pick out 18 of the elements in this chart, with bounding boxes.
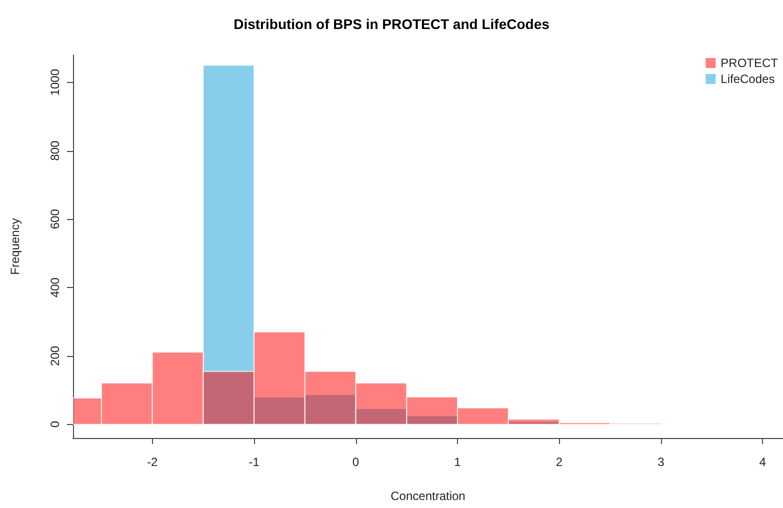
y-tick-label: 400 [48, 277, 62, 298]
y-tick-label: 800 [48, 140, 62, 161]
x-tick-label: 3 [658, 455, 665, 469]
y-tick-label: 0 [48, 420, 62, 428]
legend-label: LifeCodes [720, 72, 775, 86]
y-axis-title: Frequency [8, 218, 22, 275]
y-tick-label: 600 [48, 208, 62, 230]
x-tick-label: -2 [147, 455, 158, 469]
legend-label: PROTECT [720, 56, 779, 70]
x-tick-label: -1 [248, 455, 260, 469]
x-tick-label: 1 [454, 455, 462, 469]
y-tick-label: 200 [48, 346, 62, 366]
x-tick-label: 0 [352, 455, 360, 469]
chart-title: Distribution of BPS in PROTECT and LifeCodes [234, 16, 550, 32]
x-tick-label: 4 [759, 455, 766, 469]
x-axis-title: Concentration [390, 489, 466, 503]
x-tick-label: 2 [556, 455, 563, 469]
y-tick-label: 1000 [48, 68, 62, 96]
